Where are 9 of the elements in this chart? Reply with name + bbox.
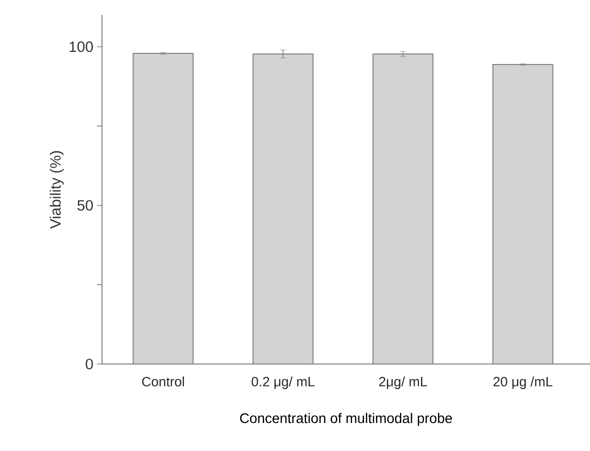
- x-tick-label: 20 μg /mL: [493, 376, 552, 390]
- y-tick-label: 0: [86, 358, 93, 370]
- x-tick-label: 0.2 μg/ mL: [252, 376, 314, 390]
- x-tick-label: Control: [142, 376, 184, 386]
- x-tick-label: 2μg/ mL: [379, 376, 427, 390]
- y-tick-label: 50: [77, 200, 93, 211]
- y-axis-title: Viability (%): [50, 151, 64, 229]
- y-tick-label: 100: [70, 41, 93, 52]
- x-axis-title: Concentration of multimodal probe: [240, 412, 452, 426]
